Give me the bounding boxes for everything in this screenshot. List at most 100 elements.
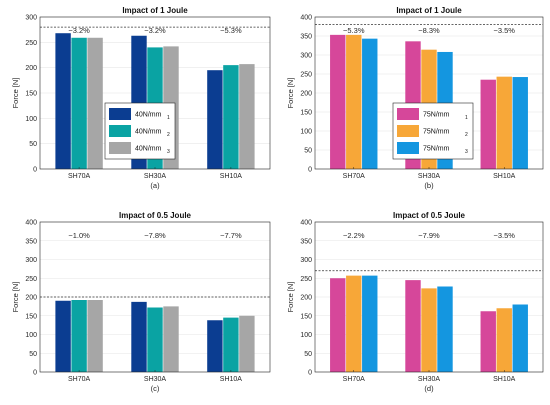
x-tick-label: SH10A	[220, 376, 243, 383]
y-tick-label: 150	[25, 313, 37, 320]
y-tick-label: 150	[300, 110, 312, 117]
bar	[346, 34, 362, 169]
y-tick-label: 350	[300, 34, 312, 41]
bar	[239, 64, 255, 169]
chart-panel-2: 0 50 100 150 200 250 300 350 400 SH70A SH30A SH10A −…	[286, 6, 544, 190]
legend: 40N/mm 1 40N/mm 2 40N/mm 3	[104, 102, 176, 160]
legend-subscript: 3	[465, 149, 468, 155]
chart-title: Impact of 1 Joule	[122, 6, 188, 15]
bar	[55, 33, 71, 169]
percent-annotation: −5.3%	[220, 26, 242, 35]
bar	[480, 311, 496, 372]
x-tick-label: SH10A	[220, 173, 243, 180]
y-axis-label: Force [N]	[286, 282, 295, 313]
percent-annotation: −1.0%	[68, 231, 90, 240]
y-tick-label: 300	[300, 53, 312, 60]
percent-annotation: −5.3%	[343, 26, 365, 35]
y-tick-label: 50	[29, 351, 37, 358]
percent-annotation: −7.7%	[220, 231, 242, 240]
y-tick-label: 150	[300, 313, 312, 320]
x-tick-label: SH70A	[68, 173, 91, 180]
legend-swatch	[397, 125, 419, 137]
bar	[330, 34, 346, 169]
percent-annotation: −7.8%	[144, 231, 166, 240]
legend-label: 75N/mm	[423, 129, 450, 136]
y-axis-label: Force [N]	[286, 78, 295, 109]
y-tick-label: 350	[300, 238, 312, 245]
chart-title: Impact of 0.5 Joule	[393, 211, 466, 220]
y-tick-label: 250	[300, 72, 312, 79]
bar	[223, 317, 239, 372]
bar	[405, 280, 421, 372]
y-tick-label: 100	[25, 332, 37, 339]
bar	[437, 286, 453, 372]
y-tick-label: 250	[25, 276, 37, 283]
bar	[239, 315, 255, 372]
y-tick-label: 100	[300, 332, 312, 339]
y-axis-label: Force [N]	[11, 78, 20, 109]
percent-annotation: −3.2%	[68, 26, 90, 35]
y-tick-label: 250	[300, 276, 312, 283]
y-tick-label: 300	[300, 257, 312, 264]
panel-caption: (a)	[150, 181, 160, 190]
y-tick-label: 150	[25, 91, 37, 98]
bar	[207, 70, 223, 169]
legend-swatch	[397, 142, 419, 154]
bar	[512, 77, 528, 169]
y-tick-label: 400	[300, 220, 312, 227]
y-tick-label: 300	[25, 257, 37, 264]
y-tick-label: 400	[25, 220, 37, 227]
legend-label: 40N/mm	[135, 112, 162, 119]
bar	[496, 76, 512, 169]
y-tick-label: 200	[25, 295, 37, 302]
bar	[71, 300, 87, 372]
y-tick-label: 50	[304, 351, 312, 358]
legend-subscript: 3	[167, 149, 170, 155]
x-tick-label: SH70A	[68, 376, 91, 383]
legend-label: 75N/mm	[423, 146, 450, 153]
y-tick-label: 350	[25, 238, 37, 245]
legend-swatch	[109, 125, 131, 137]
percent-annotation: −2.2%	[343, 231, 365, 240]
legend-label: 40N/mm	[135, 146, 162, 153]
bar	[346, 275, 362, 372]
bar	[362, 38, 378, 169]
x-tick-label: SH10A	[493, 376, 516, 383]
y-tick-label: 300	[25, 15, 37, 22]
bar	[71, 37, 87, 170]
y-tick-label: 250	[25, 40, 37, 47]
legend-label: 75N/mm	[423, 112, 450, 119]
y-axis-label: Force [N]	[11, 282, 20, 313]
legend: 75N/mm 1 75N/mm 2 75N/mm 3	[392, 102, 474, 160]
y-tick-label: 100	[25, 116, 37, 123]
bar	[421, 288, 437, 372]
y-tick-label: 200	[300, 295, 312, 302]
y-tick-label: 100	[300, 129, 312, 136]
x-tick-label: SH30A	[418, 376, 441, 383]
x-tick-label: SH70A	[343, 376, 366, 383]
legend-label: 40N/mm	[135, 129, 162, 136]
y-tick-label: 0	[33, 370, 37, 377]
bar	[131, 301, 147, 372]
bar	[87, 37, 103, 170]
bar	[480, 79, 496, 169]
percent-annotation: −7.9%	[418, 231, 440, 240]
percent-annotation: −3.2%	[144, 26, 166, 35]
legend-subscript: 1	[167, 115, 170, 121]
bar	[223, 65, 239, 169]
percent-annotation: −8.3%	[418, 26, 440, 35]
legend-swatch	[397, 108, 419, 120]
x-tick-label: SH10A	[493, 173, 516, 180]
panel-caption: (d)	[424, 384, 434, 393]
y-tick-label: 0	[33, 167, 37, 174]
chart-title: Impact of 0.5 Joule	[119, 211, 192, 220]
legend-swatch	[109, 108, 131, 120]
panel-caption: (c)	[151, 384, 160, 393]
bar	[207, 320, 223, 372]
y-tick-label: 200	[300, 91, 312, 98]
panel-caption: (b)	[424, 181, 434, 190]
chart-panel-1: 0 50 100 150 200 250 300 SH70A SH30A SH10A −3.2% −3…	[11, 6, 271, 190]
bar	[512, 304, 528, 372]
y-tick-label: 50	[29, 141, 37, 148]
